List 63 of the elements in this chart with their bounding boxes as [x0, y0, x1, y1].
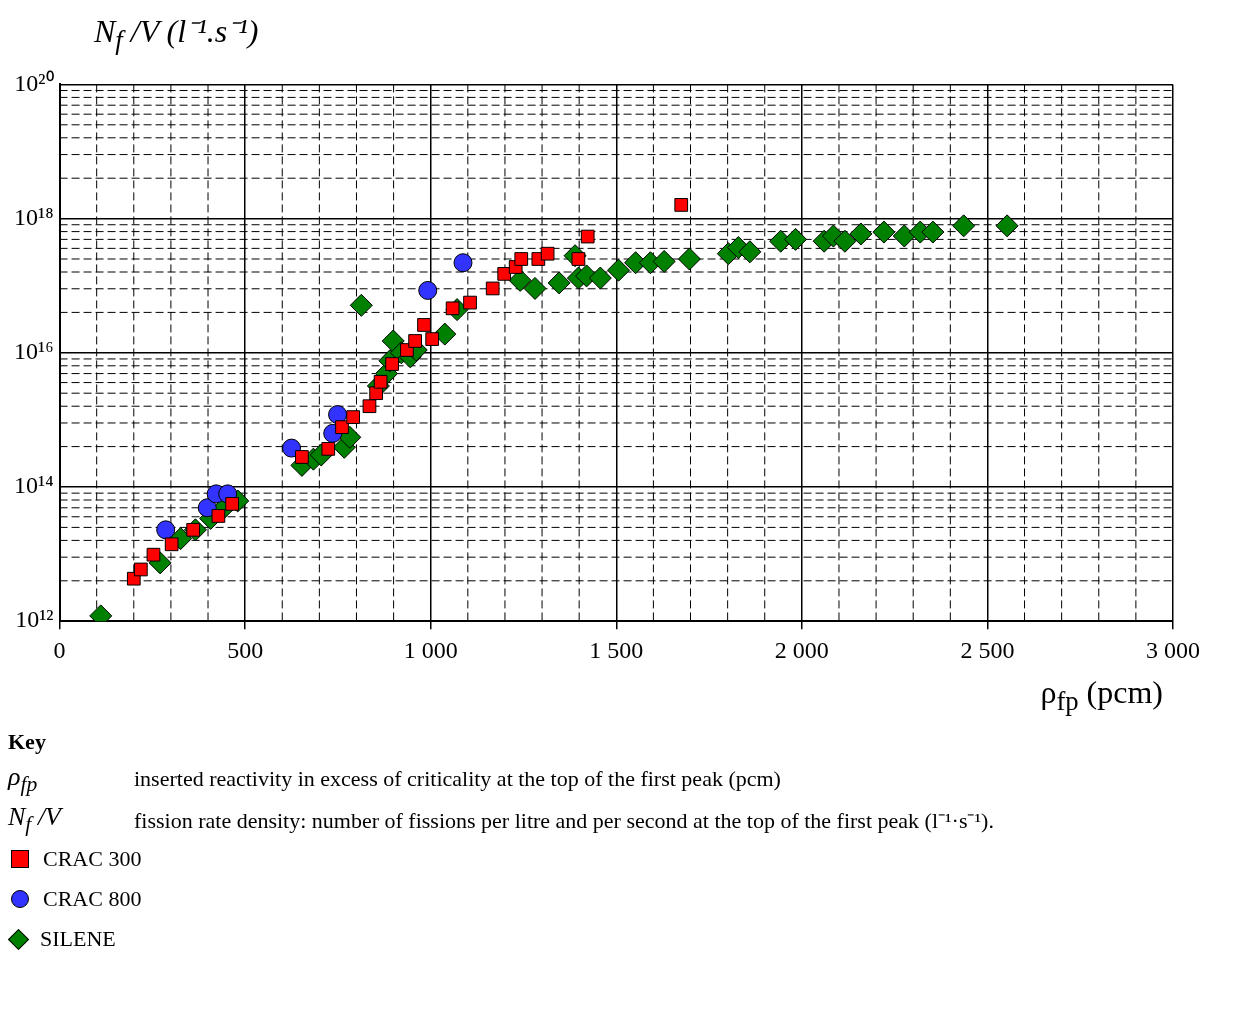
point: [738, 240, 762, 264]
legend-title: Key: [8, 729, 47, 756]
point: [652, 249, 676, 273]
point: [995, 214, 1019, 238]
point: [381, 329, 405, 353]
x-tick-label: 1 500: [589, 636, 644, 663]
point: [892, 224, 916, 248]
point: [674, 198, 689, 212]
y-tick-label: 10¹⁴: [14, 472, 54, 499]
point: [497, 267, 512, 281]
point: [485, 281, 500, 296]
y-axis-title: N$_{f}$ /V (l⁻¹.s⁻¹): [93, 12, 260, 58]
point: [677, 247, 701, 271]
x-tick-label: 2 000: [774, 636, 829, 663]
point: [433, 322, 457, 346]
point: [425, 332, 440, 346]
point: [580, 229, 595, 244]
y-tick-label: 10¹⁶: [14, 338, 54, 365]
point: [921, 220, 945, 244]
point: [335, 420, 349, 434]
legend-label: CRAC 800: [43, 886, 142, 913]
point: [211, 509, 226, 523]
point: [295, 450, 309, 464]
point: [417, 318, 431, 332]
point: [146, 547, 161, 562]
x-tick-label: 0: [53, 636, 66, 663]
point: [540, 246, 555, 261]
point: [607, 258, 631, 282]
point: [514, 252, 529, 266]
point: [833, 229, 857, 253]
x-tick-label: 2 500: [960, 636, 1015, 663]
text: N$_{f}$ /V: [8, 801, 65, 837]
point: [362, 399, 377, 414]
point: [453, 253, 473, 273]
point: [156, 520, 176, 540]
y-tick-label: 10¹⁸: [14, 203, 54, 230]
point: [349, 293, 373, 317]
text: fission rate density: number of fissions per litre and per second at the top of the first peak (l⁻¹·s⁻¹).: [134, 807, 994, 835]
y-tick-label: 10¹²: [15, 606, 54, 633]
x-axis-title: ρ$_{fp}$ (pcm): [1039, 674, 1164, 718]
point: [872, 220, 896, 244]
point: [588, 266, 612, 290]
point: [225, 497, 240, 511]
point: [133, 562, 148, 577]
point: [164, 537, 179, 552]
x-tick-label: 1 000: [403, 636, 458, 663]
legend-label: CRAC 300: [43, 846, 142, 873]
y-tick-label: 10²⁰: [14, 69, 54, 96]
point: [408, 334, 422, 348]
point: [463, 295, 477, 310]
point: [849, 222, 873, 246]
point: [523, 276, 547, 300]
point: [418, 280, 438, 300]
point: [784, 227, 808, 251]
text: ρ$_{fp}$: [8, 761, 39, 797]
point: [547, 271, 571, 295]
text: inserted reactivity in excess of criticality at the top of the first peak (pcm): [134, 766, 781, 793]
legend-label: SILENE: [40, 926, 116, 953]
x-tick-label: 500: [227, 636, 264, 663]
point: [282, 438, 302, 458]
point: [952, 214, 976, 238]
x-tick-label: 3 000: [1146, 636, 1200, 663]
point: [346, 410, 360, 424]
